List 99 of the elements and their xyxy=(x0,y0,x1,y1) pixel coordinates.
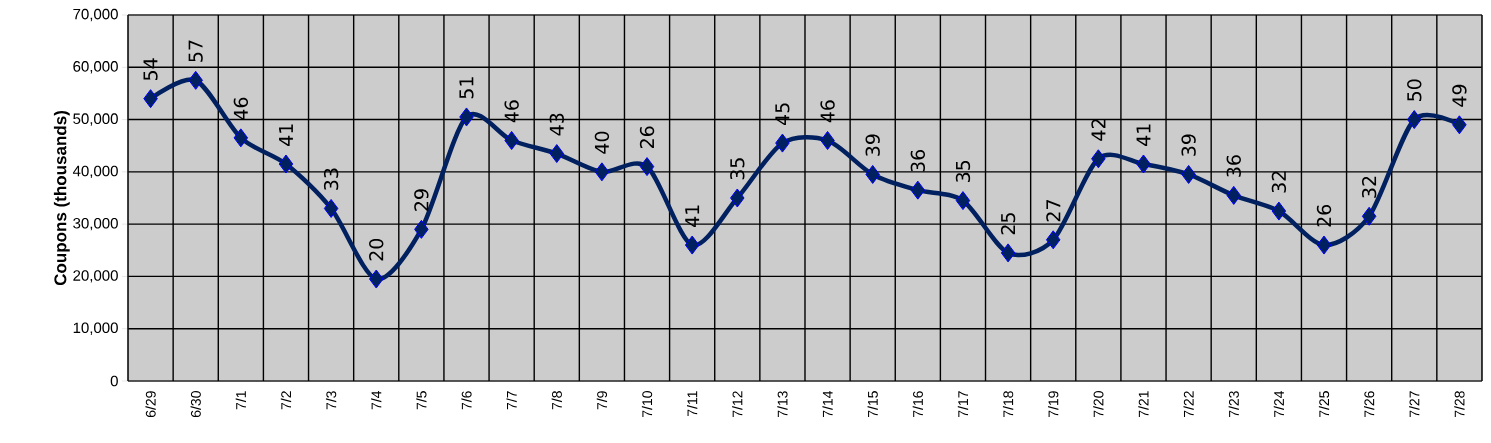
annotation: 26 xyxy=(639,126,655,149)
annotation: 49 xyxy=(1452,84,1467,107)
x-tick-label: 7/16 xyxy=(912,391,923,418)
point xyxy=(775,133,790,153)
y-tick-label: 70,000 xyxy=(73,8,118,22)
point xyxy=(1271,201,1287,221)
annotation: 29 xyxy=(414,189,429,211)
annotation: 46 xyxy=(820,100,835,123)
x-tick-label: 7/25 xyxy=(1318,391,1330,418)
point xyxy=(910,180,926,200)
point xyxy=(368,269,384,289)
point xyxy=(1181,164,1196,184)
point xyxy=(639,157,655,177)
x-tick-label: 7/11 xyxy=(687,391,698,417)
annotation: 35 xyxy=(730,158,745,180)
x-tick-label: 7/24 xyxy=(1273,390,1285,418)
annotation: 39 xyxy=(865,134,880,156)
annotation: 27 xyxy=(1046,200,1061,222)
x-tick-label: 7/1 xyxy=(235,391,246,410)
x-tick-label: 7/22 xyxy=(1183,391,1194,418)
x-tick-label: 7/9 xyxy=(596,391,608,410)
point xyxy=(1361,206,1377,226)
point xyxy=(955,191,971,211)
x-tick-label: 7/13 xyxy=(777,391,788,418)
y-tick-label: 10,000 xyxy=(73,322,118,335)
x-tick-label: 7/4 xyxy=(371,390,382,410)
annotation: 46 xyxy=(233,97,249,120)
annotation: 26 xyxy=(1316,204,1332,227)
annotation: 51 xyxy=(459,77,474,99)
x-tick-label: 7/27 xyxy=(1409,391,1420,418)
x-tick-label: 7/15 xyxy=(867,391,878,418)
x-tick-label: 7/18 xyxy=(1002,391,1014,418)
point xyxy=(504,130,519,150)
point xyxy=(730,188,745,208)
y-tick-label: 0 xyxy=(110,375,118,387)
x-tick-label: 7/28 xyxy=(1454,391,1465,418)
point xyxy=(549,144,565,164)
point xyxy=(1000,243,1016,263)
annotation: 45 xyxy=(775,103,790,125)
x-tick-label: 6/29 xyxy=(145,391,156,418)
point xyxy=(1045,230,1061,250)
point xyxy=(143,89,158,109)
point xyxy=(684,235,700,255)
x-tick-label: 7/2 xyxy=(280,391,292,410)
x-tick-label: 7/17 xyxy=(957,391,969,418)
point xyxy=(323,198,339,218)
point xyxy=(1316,235,1332,255)
annotation: 32 xyxy=(1271,171,1287,193)
x-tick-label: 7/20 xyxy=(1093,391,1104,418)
y-tick-label: 20,000 xyxy=(73,270,118,283)
point xyxy=(188,70,203,90)
point xyxy=(414,219,429,239)
annotation: 40 xyxy=(594,131,610,154)
x-tick-label: 7/7 xyxy=(506,391,517,410)
annotation: 41 xyxy=(685,205,700,227)
annotation: 42 xyxy=(1091,119,1106,141)
annotation: 43 xyxy=(549,113,564,136)
annotation: 54 xyxy=(143,58,158,80)
annotation: 33 xyxy=(323,168,339,190)
x-tick-label: 7/6 xyxy=(461,391,472,410)
y-tick-label: 50,000 xyxy=(73,113,118,126)
x-tick-label: 7/12 xyxy=(732,391,743,418)
annotation: 39 xyxy=(1181,134,1196,156)
point xyxy=(459,107,474,127)
annotation: 36 xyxy=(910,149,925,172)
point xyxy=(594,162,610,182)
y-tick-label: 30,000 xyxy=(73,217,118,231)
y-tick-label: 40,000 xyxy=(72,165,118,179)
annotation: 20 xyxy=(369,238,384,261)
y-axis-title: Coupons (thousands) xyxy=(53,111,70,286)
annotation: 50 xyxy=(1407,79,1422,101)
annotation: 41 xyxy=(1136,124,1151,146)
point xyxy=(1091,149,1106,169)
point xyxy=(233,128,249,148)
annotation: 36 xyxy=(1226,155,1241,177)
point xyxy=(865,164,880,184)
annotation: 41 xyxy=(279,124,293,146)
point xyxy=(1226,185,1241,205)
x-tick-label: 7/5 xyxy=(416,391,427,410)
x-tick-label: 7/10 xyxy=(641,391,653,418)
x-tick-label: 7/14 xyxy=(822,390,833,418)
x-tick-label: 7/3 xyxy=(325,391,337,410)
x-tick-label: 7/8 xyxy=(551,391,562,410)
point xyxy=(1407,110,1422,130)
x-tick-label: 7/26 xyxy=(1364,391,1375,418)
annotation: 35 xyxy=(955,160,971,182)
point xyxy=(1452,115,1467,135)
x-tick-label: 6/30 xyxy=(190,391,201,418)
point xyxy=(820,130,835,150)
annotation: 57 xyxy=(188,40,203,62)
x-tick-label: 7/23 xyxy=(1228,391,1239,418)
point xyxy=(1136,154,1151,174)
y-tick-label: 60,000 xyxy=(73,61,118,74)
annotation: 46 xyxy=(504,100,519,123)
x-tick-label: 7/21 xyxy=(1138,391,1149,418)
x-tick-label: 7/19 xyxy=(1048,391,1059,418)
annotation: 25 xyxy=(1000,213,1016,235)
point xyxy=(278,154,294,174)
annotation: 32 xyxy=(1361,176,1377,198)
